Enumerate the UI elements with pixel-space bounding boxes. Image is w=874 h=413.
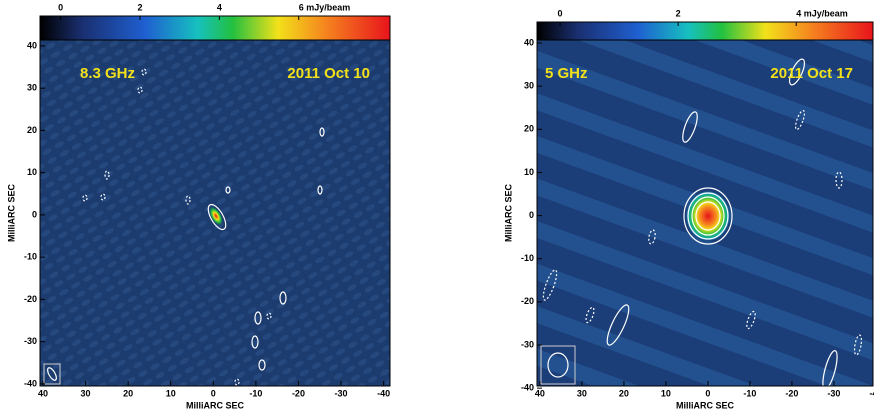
x-tick-label: 40 bbox=[38, 388, 48, 398]
colorbar-tick-label: 0 bbox=[58, 2, 63, 12]
beam-box bbox=[43, 363, 61, 385]
contour bbox=[585, 306, 595, 324]
contour bbox=[835, 171, 843, 189]
contour bbox=[234, 378, 240, 386]
contour bbox=[788, 58, 806, 86]
contour bbox=[185, 195, 191, 205]
contour bbox=[746, 310, 756, 330]
colorbar-tick-label: 6 mJy/beam bbox=[299, 2, 351, 12]
x-tick-label: 40 bbox=[535, 388, 545, 398]
frame bbox=[536, 39, 874, 387]
contour bbox=[254, 311, 262, 325]
y-tick-label: -10 bbox=[521, 253, 534, 263]
colorbar-tick-label: 0 bbox=[558, 8, 563, 18]
x-tick-label: -40 bbox=[377, 388, 390, 398]
x-tick-label: 20 bbox=[619, 388, 629, 398]
x-tick-label: 20 bbox=[123, 388, 133, 398]
x-tick-label: -30 bbox=[827, 388, 840, 398]
contour bbox=[683, 187, 733, 245]
source bbox=[686, 191, 730, 241]
x-axis-label: MilliARC SEC bbox=[186, 400, 245, 410]
contour bbox=[82, 194, 88, 202]
y-tick-label: -30 bbox=[521, 339, 534, 349]
date-label: 2011 Oct 10 bbox=[287, 65, 370, 82]
map bbox=[537, 40, 873, 390]
x-tick-label: 10 bbox=[661, 388, 671, 398]
contour bbox=[258, 359, 266, 371]
beam bbox=[47, 367, 57, 381]
y-tick-label: 40 bbox=[27, 40, 37, 50]
contour bbox=[853, 334, 863, 356]
contour bbox=[141, 68, 147, 76]
contour bbox=[695, 201, 721, 231]
contour bbox=[648, 229, 656, 245]
x-tick-label: 0 bbox=[211, 388, 216, 398]
colorbar-tick-label: 4 bbox=[217, 2, 222, 12]
contour bbox=[137, 86, 143, 94]
x-tick-label: -10 bbox=[249, 388, 262, 398]
x-tick-label: 30 bbox=[81, 388, 91, 398]
contour bbox=[822, 350, 838, 390]
contour bbox=[251, 335, 259, 349]
date-label: 2011 Oct 17 bbox=[770, 65, 853, 82]
x-tick-label: 0 bbox=[705, 388, 710, 398]
x-tick-label: -20 bbox=[292, 388, 305, 398]
y-tick-label: 30 bbox=[524, 81, 534, 91]
y-tick-label: 40 bbox=[524, 37, 534, 47]
x-tick-label: 10 bbox=[166, 388, 176, 398]
frame bbox=[39, 39, 391, 387]
x-axis-label: MilliARC SEC bbox=[676, 400, 735, 410]
contour bbox=[687, 192, 729, 240]
contour bbox=[100, 193, 106, 201]
contour bbox=[319, 127, 325, 137]
contour bbox=[266, 312, 272, 320]
y-tick-label: -10 bbox=[24, 252, 37, 262]
x-tick-label: -40 bbox=[869, 388, 874, 398]
y-tick-label: 0 bbox=[529, 210, 534, 220]
y-tick-label: -30 bbox=[24, 336, 37, 346]
contour bbox=[542, 269, 558, 301]
contour bbox=[104, 170, 110, 180]
contour bbox=[794, 109, 806, 131]
contour bbox=[682, 111, 698, 143]
y-tick-label: 30 bbox=[27, 83, 37, 93]
contour bbox=[207, 203, 227, 231]
colorbar-tick-label: 4 mJy/beam bbox=[796, 8, 848, 18]
contour bbox=[317, 185, 323, 195]
beam-box bbox=[540, 345, 576, 385]
y-tick-label: 20 bbox=[524, 124, 534, 134]
source bbox=[209, 206, 223, 226]
y-tick-label: 10 bbox=[27, 167, 37, 177]
y-tick-label: 10 bbox=[524, 167, 534, 177]
y-axis-label: MilliARC SEC bbox=[6, 184, 16, 243]
colorbar bbox=[39, 15, 391, 41]
y-tick-label: -40 bbox=[521, 383, 534, 393]
beam bbox=[547, 352, 569, 378]
contour bbox=[225, 186, 231, 194]
contour bbox=[279, 291, 287, 305]
y-axis-label: MilliARC SEC bbox=[503, 184, 513, 243]
map bbox=[40, 40, 390, 386]
x-tick-label: -30 bbox=[335, 388, 348, 398]
x-tick-label: -10 bbox=[743, 388, 756, 398]
colorbar bbox=[536, 21, 874, 41]
colorbar-tick-label: 2 bbox=[676, 8, 681, 18]
y-tick-label: 0 bbox=[32, 209, 37, 219]
contour bbox=[691, 196, 725, 236]
x-tick-label: -20 bbox=[785, 388, 798, 398]
y-tick-label: 20 bbox=[27, 125, 37, 135]
y-tick-label: -40 bbox=[24, 378, 37, 388]
y-tick-label: -20 bbox=[521, 296, 534, 306]
colorbar-tick-label: 2 bbox=[137, 2, 142, 12]
frequency-label: 5 GHz bbox=[545, 65, 588, 82]
y-tick-label: -20 bbox=[24, 294, 37, 304]
frequency-label: 8.3 GHz bbox=[80, 65, 135, 82]
contour bbox=[606, 304, 630, 346]
x-tick-label: 30 bbox=[577, 388, 587, 398]
